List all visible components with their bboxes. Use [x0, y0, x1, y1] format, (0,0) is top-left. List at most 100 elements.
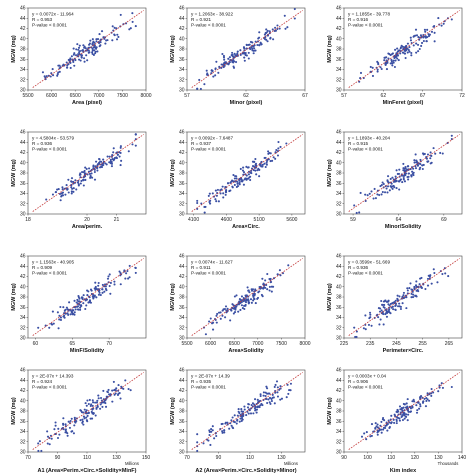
data-point [235, 422, 238, 425]
data-point [108, 284, 111, 288]
data-point [365, 431, 368, 434]
x-tick-label: 110 [387, 455, 395, 461]
data-point [104, 402, 107, 405]
data-point [96, 38, 100, 41]
data-point [77, 183, 80, 186]
data-point [402, 294, 405, 297]
data-point [205, 69, 208, 72]
data-point [359, 77, 362, 80]
data-point [276, 391, 279, 394]
data-point [372, 430, 375, 433]
data-point [288, 389, 291, 392]
data-point [70, 180, 73, 183]
data-point [111, 39, 114, 42]
scatter-panel-5: 30 32 34 36 38 40 42 44 46 4100 4600 5100 5600 Area×C… [170, 130, 306, 230]
data-point [127, 277, 130, 280]
p-value: P-value < 0.0001 [348, 23, 383, 28]
data-point [382, 416, 385, 420]
y-tick-label: 34 [20, 429, 26, 435]
data-point [98, 161, 101, 164]
y-tick-label: 30 [20, 88, 26, 94]
trend-line [32, 134, 144, 212]
data-point [379, 424, 382, 427]
y-tick-label: 44 [179, 264, 185, 270]
data-point [72, 60, 75, 64]
data-point [258, 175, 261, 178]
data-point [376, 426, 379, 429]
data-point [66, 66, 69, 69]
data-point [355, 330, 358, 333]
data-point [83, 408, 86, 411]
data-point [398, 180, 401, 183]
y-axis-label: MGW (mg) [11, 283, 17, 311]
data-point [381, 303, 384, 306]
data-point [260, 165, 263, 168]
data-point [389, 62, 392, 65]
y-tick-label: 30 [179, 88, 185, 94]
data-point [421, 167, 424, 171]
annotation-background [189, 372, 239, 392]
data-point [418, 407, 421, 410]
data-point [62, 315, 65, 318]
data-point [58, 433, 61, 436]
data-point [229, 181, 232, 184]
x-axis-label: Area×Solidity [228, 348, 264, 354]
data-point [441, 273, 444, 276]
data-point [111, 154, 114, 157]
data-point [81, 171, 84, 174]
data-point [419, 166, 422, 169]
correlation-r: R = 0.911 [191, 265, 211, 270]
data-point [428, 399, 431, 402]
data-point [253, 298, 256, 301]
data-point [411, 400, 414, 403]
data-point [69, 57, 72, 60]
data-point [217, 71, 220, 74]
y-tick-label: 36 [20, 181, 26, 187]
data-point [405, 307, 408, 310]
data-point [240, 419, 243, 423]
y-tick-label: 40 [179, 36, 185, 42]
data-point [223, 58, 226, 61]
data-point [390, 60, 393, 63]
y-axis-label: MGW (mg) [327, 159, 333, 187]
data-point [245, 174, 248, 177]
data-point [392, 61, 395, 64]
y-tick-label: 42 [336, 274, 342, 280]
data-point [226, 307, 229, 310]
data-point [82, 423, 85, 426]
data-point [244, 54, 247, 57]
data-point [270, 400, 273, 403]
data-point [95, 296, 98, 299]
trend-line [191, 10, 303, 88]
data-point [77, 55, 80, 58]
data-point [287, 392, 290, 395]
data-point [259, 404, 262, 407]
data-point [251, 165, 255, 168]
data-point [119, 146, 122, 149]
correlation-r: R = 0.909 [32, 265, 52, 270]
data-point [426, 284, 430, 287]
data-point [245, 165, 248, 168]
data-point [388, 426, 391, 430]
x-multiplier-label: Millions [284, 461, 298, 466]
data-point [72, 432, 75, 435]
data-point [419, 405, 422, 408]
data-point [269, 402, 272, 405]
y-axis-label: MGW (mg) [327, 283, 333, 311]
data-point [404, 172, 408, 175]
data-point [428, 275, 432, 278]
data-point [73, 416, 76, 419]
y-tick-label: 32 [336, 201, 342, 207]
data-point [113, 26, 116, 29]
data-point [415, 404, 418, 407]
data-point [134, 25, 137, 28]
data-point [364, 323, 367, 326]
data-point [219, 192, 222, 195]
data-point [259, 395, 262, 398]
data-point [273, 402, 276, 405]
x-tick-label: 8000 [140, 93, 151, 99]
scatter-points [202, 264, 290, 336]
data-point [264, 32, 267, 35]
data-point [236, 182, 239, 185]
p-value: P-value < 0.0001 [32, 385, 67, 390]
